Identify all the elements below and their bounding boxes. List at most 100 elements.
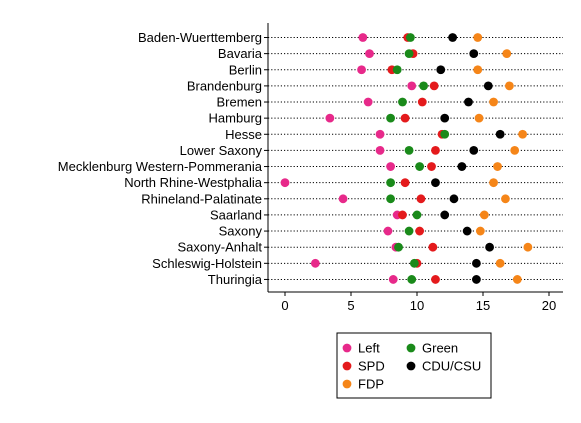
point-fdp-rhineland-palatinate bbox=[501, 194, 510, 204]
point-cdu-csu-bavaria bbox=[469, 49, 479, 59]
point-left-thuringia bbox=[388, 275, 398, 284]
state-label-saxony: Saxony bbox=[219, 224, 263, 239]
point-spd-lower-saxony bbox=[431, 146, 440, 155]
state-label-hamburg: Hamburg bbox=[209, 111, 262, 126]
point-spd-rhineland-palatinate bbox=[416, 194, 426, 204]
point-fdp-bremen bbox=[489, 97, 498, 107]
point-fdp-thuringia bbox=[512, 275, 522, 284]
state-labels: Baden-WuerttembergBavariaBerlinBrandenbu… bbox=[58, 30, 268, 287]
point-left-north-rhine-westphalia bbox=[280, 178, 290, 188]
point-left-mecklenburg-western-pommerania bbox=[386, 162, 395, 171]
point-fdp-bavaria bbox=[502, 49, 512, 59]
x-axis: 0 5 10 15 20 bbox=[281, 292, 556, 313]
point-green-hamburg bbox=[386, 113, 395, 123]
legend-label-fdp: FDP bbox=[358, 377, 384, 392]
point-cdu-csu-hesse bbox=[495, 129, 505, 139]
point-cdu-csu-saxony-anhalt bbox=[485, 242, 494, 252]
point-cdu-csu-rhineland-palatinate bbox=[449, 194, 459, 204]
point-spd-mecklenburg-western-pommerania bbox=[427, 162, 436, 171]
point-left-schleswig-holstein bbox=[310, 258, 320, 268]
point-fdp-brandenburg bbox=[505, 81, 514, 91]
x-tick-label-15: 15 bbox=[476, 298, 490, 313]
point-fdp-hamburg bbox=[474, 113, 484, 123]
point-spd-saxony bbox=[415, 226, 425, 236]
point-cdu-csu-saarland bbox=[440, 210, 450, 220]
legend-marker-fdp bbox=[342, 379, 352, 389]
point-cdu-csu-mecklenburg-western-pommerania bbox=[457, 162, 467, 171]
legend-marker-cdu-csu bbox=[406, 361, 416, 371]
point-cdu-csu-north-rhine-westphalia bbox=[431, 178, 440, 188]
point-green-saxony bbox=[404, 226, 414, 236]
x-tick-label-10: 10 bbox=[410, 298, 424, 313]
point-cdu-csu-schleswig-holstein bbox=[472, 258, 481, 268]
point-left-baden-wuerttemberg bbox=[358, 33, 368, 42]
point-left-lower-saxony bbox=[375, 146, 385, 155]
point-green-bremen bbox=[398, 97, 407, 107]
point-fdp-saarland bbox=[479, 210, 489, 220]
state-label-baden-wuerttemberg: Baden-Wuerttemberg bbox=[138, 30, 262, 45]
point-fdp-berlin bbox=[473, 65, 483, 75]
point-left-bremen bbox=[363, 97, 373, 107]
point-spd-north-rhine-westphalia bbox=[400, 178, 410, 188]
point-green-saxony-anhalt bbox=[394, 242, 403, 252]
point-cdu-csu-lower-saxony bbox=[469, 146, 479, 155]
point-green-mecklenburg-western-pommerania bbox=[415, 162, 425, 171]
point-fdp-mecklenburg-western-pommerania bbox=[493, 162, 502, 171]
point-fdp-hesse bbox=[518, 129, 527, 139]
row-guide-lines bbox=[268, 37, 563, 280]
point-spd-saxony-anhalt bbox=[428, 242, 438, 252]
point-fdp-schleswig-holstein bbox=[495, 258, 505, 268]
point-spd-bremen bbox=[417, 97, 427, 107]
legend-marker-spd bbox=[342, 361, 352, 371]
point-green-brandenburg bbox=[419, 81, 428, 91]
state-label-saxony-anhalt: Saxony-Anhalt bbox=[177, 240, 262, 255]
point-left-berlin bbox=[357, 65, 366, 75]
point-green-north-rhine-westphalia bbox=[386, 178, 395, 188]
state-label-brandenburg: Brandenburg bbox=[187, 78, 262, 93]
point-green-berlin bbox=[392, 65, 402, 75]
legend: Left Green SPD CDU/CSU FDP bbox=[336, 332, 492, 399]
point-green-schleswig-holstein bbox=[409, 258, 419, 268]
x-tick-label-20: 20 bbox=[542, 298, 556, 313]
point-left-brandenburg bbox=[407, 81, 417, 91]
point-cdu-csu-baden-wuerttemberg bbox=[448, 33, 458, 42]
point-left-saxony bbox=[383, 226, 393, 236]
point-fdp-lower-saxony bbox=[510, 146, 520, 155]
point-fdp-north-rhine-westphalia bbox=[489, 178, 498, 188]
state-label-mecklenburg-western-pommerania: Mecklenburg Western-Pommerania bbox=[58, 159, 263, 174]
point-cdu-csu-berlin bbox=[436, 65, 446, 75]
point-cdu-csu-thuringia bbox=[472, 275, 481, 284]
point-cdu-csu-brandenburg bbox=[483, 81, 493, 91]
point-green-bavaria bbox=[404, 49, 414, 59]
point-green-thuringia bbox=[407, 275, 417, 284]
state-label-north-rhine-westphalia: North Rhine-Westphalia bbox=[124, 175, 263, 190]
point-fdp-saxony-anhalt bbox=[523, 242, 533, 252]
point-cdu-csu-saxony bbox=[462, 226, 472, 236]
state-label-bremen: Bremen bbox=[216, 95, 262, 110]
point-fdp-baden-wuerttemberg bbox=[473, 33, 483, 42]
legend-label-left: Left bbox=[358, 341, 380, 356]
point-cdu-csu-hamburg bbox=[440, 113, 450, 123]
state-label-thuringia: Thuringia bbox=[208, 272, 263, 287]
state-label-berlin: Berlin bbox=[229, 62, 262, 77]
point-cdu-csu-bremen bbox=[464, 97, 473, 107]
point-spd-saarland bbox=[398, 210, 407, 220]
point-green-baden-wuerttemberg bbox=[406, 33, 415, 42]
point-left-bavaria bbox=[365, 49, 374, 59]
state-label-saarland: Saarland bbox=[210, 207, 262, 222]
point-spd-hamburg bbox=[400, 113, 410, 123]
x-tick-label-0: 0 bbox=[281, 298, 288, 313]
plot-frame bbox=[267, 23, 563, 293]
point-green-saarland bbox=[412, 210, 422, 220]
point-green-hesse bbox=[440, 129, 450, 139]
legend-label-green: Green bbox=[422, 341, 458, 356]
point-spd-brandenburg bbox=[429, 81, 439, 91]
point-fdp-saxony bbox=[475, 226, 485, 236]
legend-label-spd: SPD bbox=[358, 359, 385, 374]
legend-marker-left bbox=[342, 343, 352, 353]
data-points bbox=[280, 33, 533, 284]
point-left-hamburg bbox=[325, 113, 335, 123]
state-label-hesse: Hesse bbox=[225, 127, 262, 142]
point-spd-thuringia bbox=[431, 275, 440, 284]
